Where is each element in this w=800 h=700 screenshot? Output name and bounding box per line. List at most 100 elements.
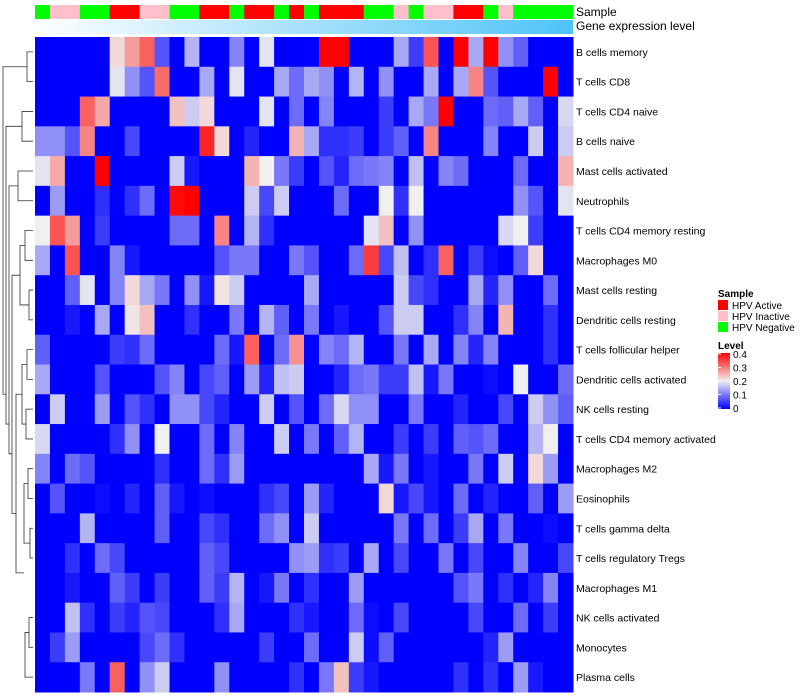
heatmap-cell <box>483 185 499 217</box>
heatmap-cell <box>274 424 290 455</box>
heatmap-cell <box>378 632 395 663</box>
heatmap-cell <box>244 453 260 485</box>
heatmap-cell <box>468 424 484 455</box>
sample-annotation-cell <box>408 5 425 19</box>
heatmap-cell <box>154 483 170 514</box>
heatmap-cell <box>498 156 514 187</box>
heatmap-cell <box>333 66 350 98</box>
heatmap-cell <box>348 424 365 455</box>
heatmap-cell <box>558 66 574 98</box>
legend-level-title: Level <box>718 341 744 352</box>
heatmap-cell <box>139 394 156 425</box>
heatmap-cell <box>333 185 350 217</box>
heatmap-cell <box>543 96 559 127</box>
heatmap-cell <box>468 364 484 395</box>
heatmap-cell <box>124 126 141 157</box>
heatmap-cell <box>408 364 425 395</box>
heatmap-cell <box>154 37 170 68</box>
heatmap-cell <box>543 37 559 68</box>
heatmap-cell <box>139 304 156 336</box>
heatmap-cell <box>169 126 185 157</box>
heatmap-cell <box>139 245 156 276</box>
heatmap-cell <box>169 662 185 693</box>
legend-item-label: HPV Active <box>732 301 782 312</box>
heatmap-cell <box>318 126 335 157</box>
heatmap-cell <box>35 662 51 693</box>
heatmap-cell <box>453 543 469 574</box>
heatmap-cell <box>333 215 350 246</box>
heatmap-cell <box>184 453 200 485</box>
heatmap-cell <box>35 483 51 514</box>
heatmap-cell <box>244 156 260 187</box>
legend-item-label: HPV Negative <box>732 323 795 334</box>
heatmap-cell <box>259 66 275 98</box>
heatmap-cell <box>139 334 156 365</box>
heatmap-cell <box>35 632 51 663</box>
heatmap-cell <box>393 275 410 306</box>
heatmap-cell <box>318 662 335 693</box>
heatmap-cell <box>558 394 574 425</box>
heatmap-cell <box>109 572 126 604</box>
sample-annotation-cell <box>468 5 484 19</box>
heatmap-cell <box>468 126 484 157</box>
heatmap-cell <box>169 602 185 633</box>
heatmap-cell <box>333 156 350 187</box>
heatmap-cell <box>64 304 81 336</box>
heatmap-cell <box>468 275 484 306</box>
heatmap-cell <box>558 364 574 395</box>
heatmap-cell <box>109 632 126 663</box>
heatmap-cell <box>438 156 454 187</box>
sample-annotation-cell <box>199 5 215 19</box>
heatmap-cell <box>423 572 439 604</box>
heatmap-cell <box>154 245 170 276</box>
heatmap-cell <box>528 185 544 217</box>
heatmap-cell <box>423 632 439 663</box>
heatmap-cell <box>154 275 170 306</box>
heatmap-cell <box>348 513 365 544</box>
heatmap-cell <box>304 66 320 98</box>
heatmap-cell <box>513 156 529 187</box>
heatmap-cell <box>274 483 290 514</box>
heatmap-cell <box>199 572 215 604</box>
heatmap-cell <box>304 602 320 633</box>
heatmap-cell <box>528 215 544 246</box>
heatmap-cell <box>35 126 51 157</box>
heatmap-cell <box>528 602 544 633</box>
heatmap-cell <box>528 364 544 395</box>
heatmap-cell <box>498 543 514 574</box>
heatmap-cell <box>408 513 425 544</box>
heatmap-cell <box>453 513 469 544</box>
heatmap-cell <box>483 662 499 693</box>
heatmap-cell <box>378 245 395 276</box>
heatmap-cell <box>94 543 111 574</box>
heatmap-cell <box>304 424 320 455</box>
heatmap-cell <box>109 304 126 336</box>
heatmap-cell <box>139 602 156 633</box>
heatmap-cell <box>423 483 439 514</box>
heatmap-cell <box>139 126 156 157</box>
heatmap-cell <box>453 662 469 693</box>
sample-annotation-cell <box>483 5 499 19</box>
heatmap-cell <box>94 37 111 68</box>
heatmap-cell <box>154 572 170 604</box>
heatmap-cell <box>199 334 215 365</box>
heatmap-cell <box>289 394 305 425</box>
heatmap-cell <box>199 394 215 425</box>
heatmap-cell <box>558 602 574 633</box>
heatmap-cell <box>109 543 126 574</box>
heatmap-cell <box>438 602 454 633</box>
heatmap-cell <box>184 572 200 604</box>
heatmap-cell <box>423 543 439 574</box>
heatmap-cell <box>348 334 365 365</box>
heatmap-cell <box>543 66 559 98</box>
heatmap-cell <box>468 632 484 663</box>
heatmap-cell <box>49 543 66 574</box>
dendrogram-branch <box>24 632 33 678</box>
heatmap-cell <box>393 185 410 217</box>
heatmap-cell <box>169 543 185 574</box>
heatmap-cell <box>259 37 275 68</box>
heatmap-cell <box>378 334 395 365</box>
heatmap-cell <box>49 96 66 127</box>
heatmap-cell <box>79 304 96 336</box>
heatmap-cell <box>184 275 200 306</box>
